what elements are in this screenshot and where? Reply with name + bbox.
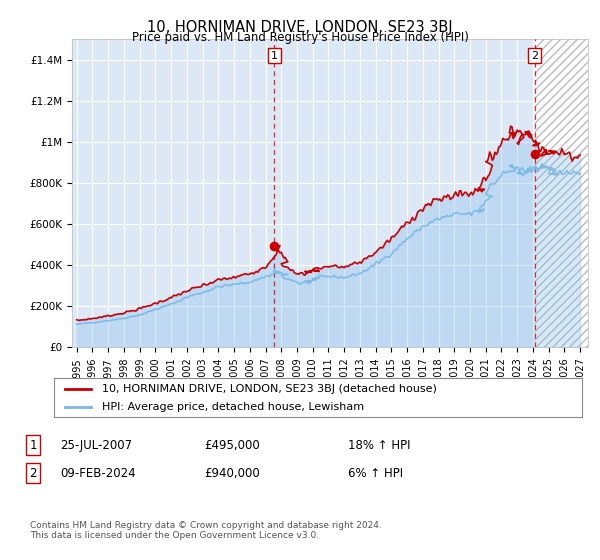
Text: Contains HM Land Registry data © Crown copyright and database right 2024.
This d: Contains HM Land Registry data © Crown c…: [30, 521, 382, 540]
Text: HPI: Average price, detached house, Lewisham: HPI: Average price, detached house, Lewi…: [101, 403, 364, 412]
Bar: [535, 39, 588, 347]
Text: 2: 2: [29, 466, 37, 480]
Text: Price paid vs. HM Land Registry's House Price Index (HPI): Price paid vs. HM Land Registry's House …: [131, 31, 469, 44]
Text: 6% ↑ HPI: 6% ↑ HPI: [348, 466, 403, 480]
Text: 18% ↑ HPI: 18% ↑ HPI: [348, 438, 410, 452]
Text: 09-FEB-2024: 09-FEB-2024: [60, 466, 136, 480]
Text: £495,000: £495,000: [204, 438, 260, 452]
Text: 2: 2: [531, 50, 538, 60]
Text: 25-JUL-2007: 25-JUL-2007: [60, 438, 132, 452]
Text: 10, HORNIMAN DRIVE, LONDON, SE23 3BJ: 10, HORNIMAN DRIVE, LONDON, SE23 3BJ: [147, 20, 453, 35]
Text: £940,000: £940,000: [204, 466, 260, 480]
Text: 10, HORNIMAN DRIVE, LONDON, SE23 3BJ (detached house): 10, HORNIMAN DRIVE, LONDON, SE23 3BJ (de…: [101, 384, 436, 394]
Text: 1: 1: [29, 438, 37, 452]
Text: 1: 1: [271, 50, 278, 60]
